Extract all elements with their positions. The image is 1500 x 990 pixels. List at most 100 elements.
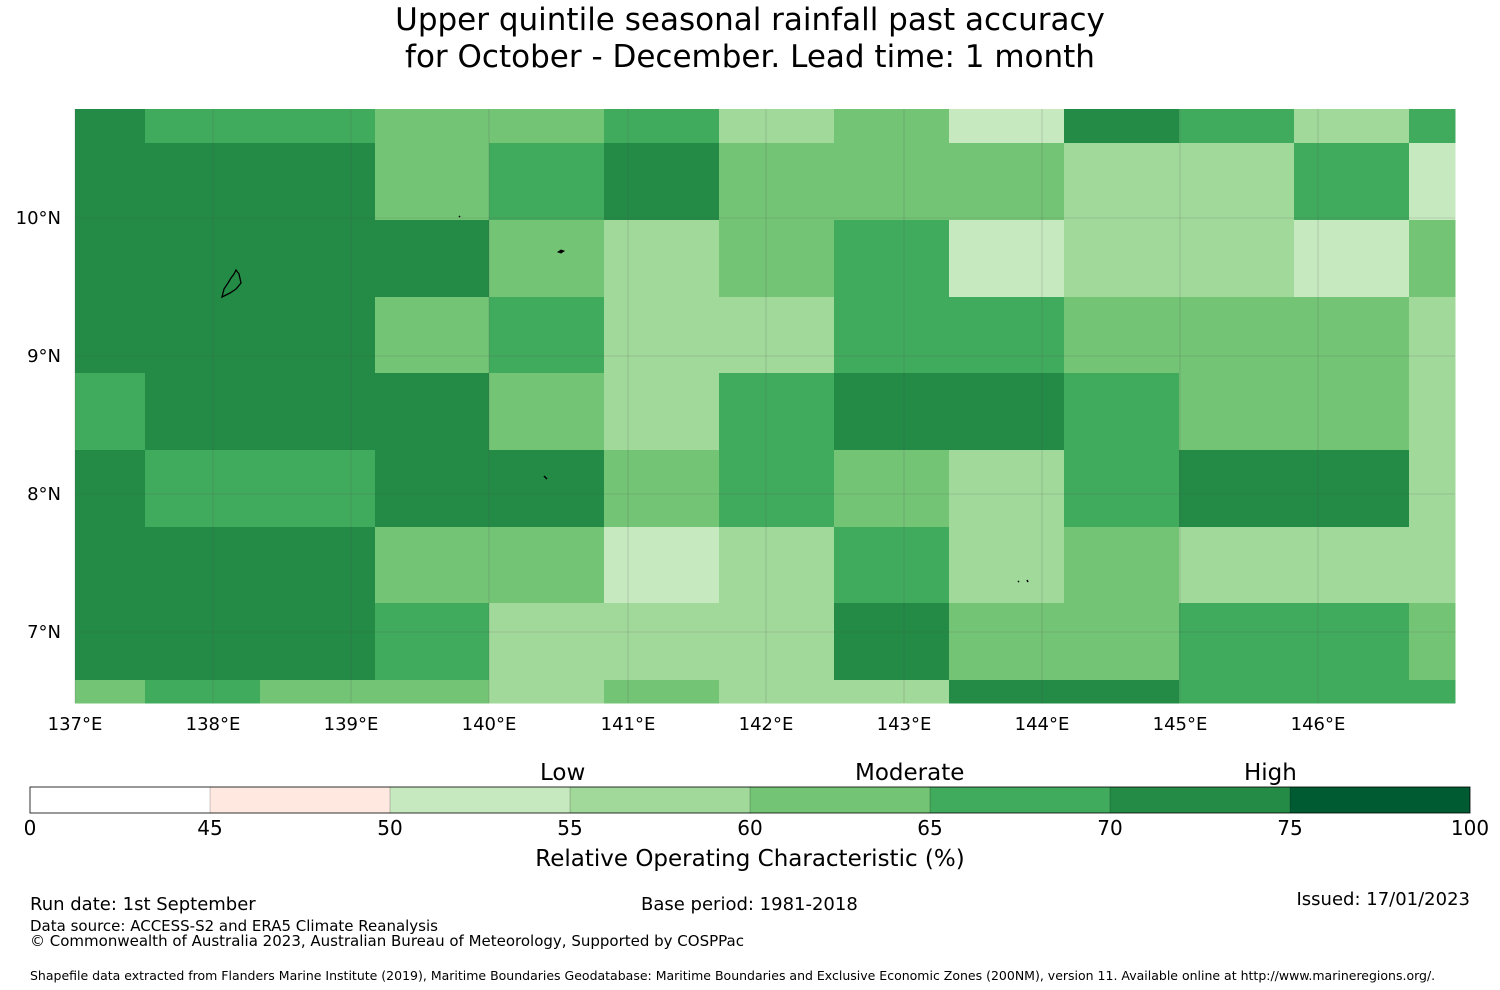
map-cell bbox=[834, 603, 950, 681]
longitude-tick-label: 138°E bbox=[186, 714, 241, 735]
map-cell bbox=[1064, 450, 1180, 528]
colorbar-category-low: Low bbox=[540, 760, 586, 786]
map-cell bbox=[489, 220, 605, 298]
map-cell bbox=[1294, 109, 1410, 144]
map-cell bbox=[1064, 603, 1180, 681]
map-cell bbox=[1294, 143, 1410, 221]
map-cell bbox=[1294, 603, 1410, 681]
map-gridlines bbox=[74, 109, 1455, 703]
map-cell bbox=[489, 109, 605, 144]
map-cell bbox=[1409, 373, 1456, 451]
longitude-tick-label: 137°E bbox=[48, 714, 103, 735]
map-cell bbox=[75, 450, 146, 528]
map-cell bbox=[834, 109, 950, 144]
latitude-tick-label: 8°N bbox=[27, 484, 61, 505]
map-cell bbox=[604, 680, 720, 704]
map-cell bbox=[1294, 297, 1410, 374]
map-cell bbox=[145, 527, 261, 604]
map-cell bbox=[1179, 680, 1295, 704]
map-cell bbox=[489, 603, 605, 681]
map-cell bbox=[1064, 297, 1180, 374]
map-cell bbox=[604, 220, 720, 298]
map-cell bbox=[75, 143, 146, 221]
colorbar-bin bbox=[390, 787, 570, 813]
map-cell bbox=[719, 680, 835, 704]
map-cell bbox=[260, 297, 376, 374]
map-cell bbox=[145, 373, 261, 451]
colorbar-tick-label: 65 bbox=[917, 816, 942, 840]
map-cell bbox=[949, 373, 1065, 451]
map-cell bbox=[604, 450, 720, 528]
map-cell bbox=[75, 109, 146, 144]
island-outline bbox=[1026, 579, 1029, 583]
map-cell bbox=[604, 297, 720, 374]
map-cell bbox=[375, 680, 490, 704]
map-cell bbox=[1294, 527, 1410, 604]
map-cell bbox=[719, 527, 835, 604]
colorbar-category-high: High bbox=[1244, 760, 1297, 786]
map-cell bbox=[949, 143, 1065, 221]
map-cell bbox=[719, 603, 835, 681]
map-cell bbox=[1409, 109, 1456, 144]
data-source: Data source: ACCESS-S2 and ERA5 Climate … bbox=[30, 917, 438, 935]
map-cell bbox=[1409, 680, 1456, 704]
map-cell bbox=[75, 527, 146, 604]
longitude-tick-label: 139°E bbox=[324, 714, 379, 735]
map-cell bbox=[1294, 450, 1410, 528]
map-cell bbox=[834, 143, 950, 221]
colorbar: 0 45 50 55 60 65 70 75 100 bbox=[24, 786, 1489, 840]
map-cell bbox=[375, 297, 490, 374]
map-cell bbox=[1409, 297, 1456, 374]
map-cell bbox=[949, 680, 1065, 704]
colorbar-bin bbox=[210, 787, 390, 813]
map-cell bbox=[145, 109, 261, 144]
colorbar-tick-label: 50 bbox=[377, 816, 402, 840]
island-outline bbox=[221, 268, 242, 299]
map-cell bbox=[145, 220, 261, 298]
island-outline bbox=[1017, 580, 1020, 583]
map-cell bbox=[1409, 220, 1456, 298]
map-cell bbox=[604, 373, 720, 451]
map-cell bbox=[1064, 527, 1180, 604]
map-cell bbox=[1064, 109, 1180, 144]
map-cell bbox=[260, 109, 376, 144]
colorbar-bin bbox=[30, 787, 210, 813]
longitude-tick-label: 142°E bbox=[739, 714, 794, 735]
map-cell bbox=[834, 527, 950, 604]
map-cell bbox=[489, 373, 605, 451]
colorbar-tick-label: 70 bbox=[1097, 816, 1122, 840]
island-outline bbox=[458, 215, 461, 218]
longitude-tick-label: 140°E bbox=[462, 714, 517, 735]
map-cell bbox=[1294, 220, 1410, 298]
colorbar-bin bbox=[930, 787, 1110, 813]
map-cell bbox=[719, 450, 835, 528]
map-cell bbox=[260, 680, 376, 704]
latitude-tick-label: 7°N bbox=[27, 622, 61, 643]
map-cell bbox=[719, 143, 835, 221]
map-cell bbox=[1064, 680, 1180, 704]
map-cell bbox=[145, 680, 261, 704]
copyright: © Commonwealth of Australia 2023, Austra… bbox=[30, 932, 744, 950]
map-cell bbox=[1064, 143, 1180, 221]
map-cell bbox=[1294, 680, 1410, 704]
map-cell bbox=[834, 450, 950, 528]
map-cell bbox=[260, 450, 376, 528]
map-cell bbox=[1179, 143, 1295, 221]
map-cell bbox=[145, 603, 261, 681]
colorbar-tick-label: 75 bbox=[1277, 816, 1302, 840]
island-outline bbox=[556, 249, 566, 254]
longitude-tick-label: 144°E bbox=[1015, 714, 1070, 735]
latitude-tick-label: 10°N bbox=[16, 208, 61, 229]
map-cell bbox=[375, 220, 490, 298]
map-cell bbox=[1409, 527, 1456, 604]
coastline-islands bbox=[221, 215, 1029, 583]
map-cell bbox=[604, 603, 720, 681]
map-cell bbox=[145, 143, 261, 221]
map-cell bbox=[834, 220, 950, 298]
map-cell bbox=[949, 527, 1065, 604]
map-cell bbox=[260, 220, 376, 298]
map-cell bbox=[1064, 373, 1180, 451]
map-cell bbox=[260, 527, 376, 604]
map-cell bbox=[1409, 450, 1456, 528]
map-cell bbox=[489, 527, 605, 604]
